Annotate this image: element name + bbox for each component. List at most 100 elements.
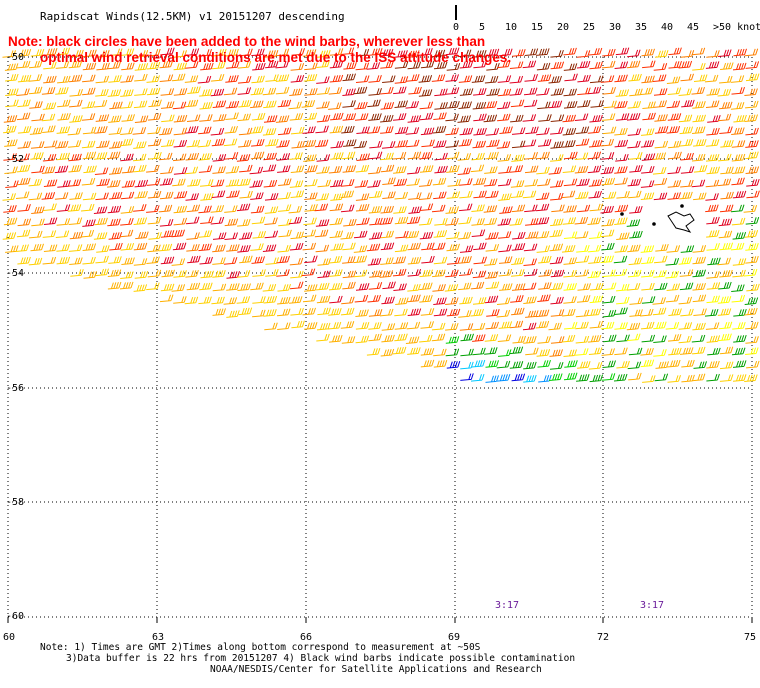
wind-barb: [171, 229, 185, 238]
wind-barb: [119, 281, 134, 290]
wind-barb: [95, 192, 109, 201]
wind-barb: [392, 268, 407, 277]
wind-barb: [665, 257, 680, 266]
wind-barb: [483, 205, 498, 213]
wind-barb: [472, 334, 486, 342]
wind-barb: [614, 322, 628, 330]
wind-barb: [263, 115, 278, 123]
wind-barb: [28, 60, 43, 69]
wind-barb: [628, 347, 643, 356]
wind-barb: [356, 153, 370, 161]
wind-barb: [590, 100, 604, 108]
wind-barb: [548, 322, 562, 331]
wind-barb: [161, 47, 175, 56]
wind-barb: [212, 270, 226, 278]
wind-barb: [277, 204, 292, 212]
wind-barb: [433, 191, 447, 200]
wind-barb: [379, 270, 394, 278]
wind-barb: [368, 231, 383, 240]
wind-barb: [382, 75, 396, 83]
wind-barb: [406, 178, 420, 186]
wind-barb: [744, 48, 759, 57]
wind-barb: [459, 190, 473, 199]
wind-barb: [563, 100, 578, 109]
wind-barb: [147, 126, 161, 135]
wind-barb: [550, 114, 565, 122]
wind-barb: [497, 75, 512, 83]
wind-barb: [81, 177, 96, 186]
wind-barb: [68, 164, 82, 173]
wind-barb: [147, 190, 162, 199]
wind-barb: [302, 294, 317, 303]
wind-barb: [250, 282, 264, 291]
wind-barb: [549, 282, 564, 291]
wind-barb: [433, 297, 447, 305]
wind-barb: [718, 218, 733, 227]
wind-barb: [434, 217, 448, 226]
wind-barb: [484, 166, 498, 174]
wind-barb: [744, 374, 758, 382]
wind-barb: [460, 373, 474, 381]
attitude-note: Note: black circles have been added to t…: [8, 34, 511, 66]
wind-barb: [706, 271, 720, 279]
wind-barb: [316, 295, 331, 304]
wind-barb: [278, 178, 292, 186]
wind-barb: [627, 269, 642, 278]
wind-barb: [524, 151, 538, 160]
wind-barb: [433, 230, 448, 238]
wind-barb: [445, 87, 460, 95]
wind-barb: [576, 244, 590, 253]
wind-barb: [498, 244, 512, 253]
wind-barb: [251, 138, 265, 147]
wind-barb: [315, 193, 330, 201]
wind-barb: [277, 99, 292, 108]
wind-barb: [472, 347, 486, 356]
wind-barb: [30, 243, 44, 252]
wind-barb: [654, 126, 669, 134]
wind-barb: [342, 242, 356, 251]
wind-barb: [330, 140, 344, 149]
lat-label-52: -52: [6, 154, 25, 165]
wind-barb: [328, 86, 343, 95]
wind-barb: [185, 125, 199, 134]
wind-barb: [329, 217, 343, 226]
wind-barb: [510, 180, 525, 188]
wind-barb: [720, 191, 734, 200]
wind-barbs-layer: [2, 47, 760, 383]
wind-barb: [238, 127, 253, 136]
footer-line-2: 3)Data buffer is 22 hrs from 20151207 4)…: [66, 653, 576, 664]
wind-barb: [680, 166, 695, 174]
wind-barb: [614, 245, 629, 253]
wind-barb: [315, 125, 329, 134]
wind-barb: [705, 193, 719, 201]
wind-barb: [380, 126, 394, 134]
wind-barb: [68, 217, 83, 225]
wind-barb: [640, 180, 655, 188]
wind-barb: [419, 282, 433, 291]
wind-barb: [457, 49, 472, 58]
wind-barb: [575, 191, 589, 200]
wind-barb: [277, 191, 291, 200]
wind-barb: [132, 127, 147, 135]
wind-barb: [133, 284, 148, 292]
wind-barb: [54, 140, 69, 149]
wind-barb: [720, 62, 734, 70]
wind-barb: [537, 74, 552, 82]
wind-barb: [185, 61, 199, 69]
wind-barb: [652, 307, 667, 316]
wind-barb: [459, 245, 474, 253]
wind-barb: [250, 100, 264, 109]
wind-barb: [655, 243, 669, 252]
wind-barb: [314, 203, 329, 212]
wind-barb: [419, 294, 433, 303]
wind-barb: [161, 269, 175, 278]
wind-barb: [470, 308, 484, 317]
wind-barb: [719, 75, 733, 84]
wind-barb: [549, 229, 563, 238]
wind-barb: [446, 63, 461, 71]
wind-barb: [654, 282, 668, 291]
wind-barb: [120, 89, 134, 97]
wind-barb: [96, 178, 110, 187]
wind-barb: [667, 359, 681, 368]
pass-time-2: 3:17: [640, 600, 665, 611]
